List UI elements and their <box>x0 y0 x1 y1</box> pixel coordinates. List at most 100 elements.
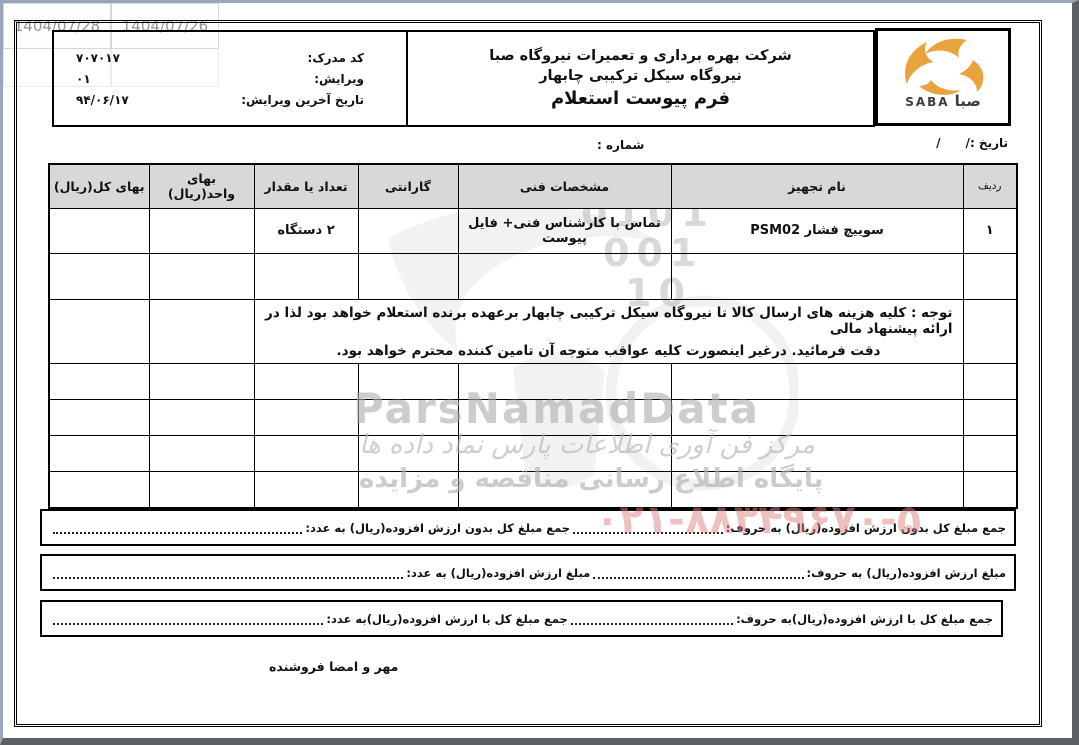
empty-cell <box>962 434 1018 472</box>
total-with-vat-digits-label: جمع مبلغ کل با ارزش افزوده(ریال)به عدد: <box>326 611 568 626</box>
col-header-unit-price: بهای واحد(ریال) <box>148 163 255 209</box>
document-control-block: کد مدرک: ۷۰۷۰۱۷ ویرایش: ۰۱ تاریخ آخرین و… <box>54 32 408 125</box>
empty-cell <box>48 470 150 509</box>
dotted-fill-line <box>53 531 303 534</box>
empty-cell <box>148 298 255 364</box>
dotted-fill-line <box>53 622 324 625</box>
form-title: فرم پیوست استعلام <box>550 88 731 109</box>
col-header-row-no: ردیف <box>962 163 1018 209</box>
empty-cell <box>253 252 359 300</box>
last-revision-label: تاریخ آخرین ویرایش: <box>241 92 364 107</box>
title-block: شرکت بهره برداری و تعمیرات نیروگاه صبا ن… <box>408 32 873 125</box>
col-header-total-price: بهای کل(ریال) <box>48 163 150 209</box>
table-row-empty <box>48 470 1018 509</box>
notice-cell: توجه : کلیه هزینه های ارسال کالا تا نیرو… <box>253 298 964 364</box>
col-header-warranty: گارانتی <box>357 163 459 209</box>
total-without-vat-digits-label: جمع مبلغ کل بدون ارزش افزوده(ریال) به عد… <box>305 520 571 535</box>
page-border-frame <box>14 20 1042 727</box>
empty-cell <box>962 252 1018 300</box>
doc-code-label: کد مدرک: <box>307 50 364 65</box>
last-revision-value: ۹۴/۰۶/۱۷ <box>76 92 129 107</box>
table-header-row: ردیف نام تجهیز مشخصات فنی گارانتی تعداد … <box>48 163 1018 209</box>
empty-cell <box>357 398 459 436</box>
empty-cell <box>48 252 150 300</box>
revision-label: ویرایش: <box>314 71 364 86</box>
empty-cell <box>48 398 150 436</box>
table-row-empty <box>48 252 1018 300</box>
empty-cell <box>357 252 459 300</box>
table-row-empty <box>48 434 1018 472</box>
vat-words-label: مبلغ ارزش افزوده(ریال) به حروف: <box>806 565 1006 580</box>
empty-cell <box>670 434 964 472</box>
empty-cell <box>253 434 359 472</box>
last-revision-row: تاریخ آخرین ویرایش: ۹۴/۰۶/۱۷ <box>68 93 392 107</box>
cell-quantity: ۲ دستگاه <box>253 207 359 254</box>
empty-cell <box>148 252 255 300</box>
dotted-fill-line <box>593 576 804 579</box>
dotted-fill-line <box>573 531 723 534</box>
empty-cell <box>457 398 672 436</box>
empty-cell <box>962 362 1018 400</box>
cell-equipment-name: سوییچ فشار PSM02 <box>670 207 964 254</box>
empty-cell <box>357 434 459 472</box>
doc-code-value: ۷۰۷۰۱۷ <box>76 50 120 65</box>
document-header: کد مدرک: ۷۰۷۰۱۷ ویرایش: ۰۱ تاریخ آخرین و… <box>52 30 875 127</box>
empty-cell <box>670 252 964 300</box>
table-row: ۱ سوییچ فشار PSM02 تماس با کارشناس فنی+ … <box>48 207 1018 254</box>
number-label: شماره : <box>597 138 645 152</box>
saba-logotype: صبا SABA <box>905 92 981 110</box>
empty-cell <box>253 470 359 509</box>
cell-unit-price <box>148 207 255 254</box>
empty-cell <box>357 362 459 400</box>
empty-cell <box>357 470 459 509</box>
saba-persian-wordmark: صبا <box>954 92 981 110</box>
col-header-equipment: نام تجهیز <box>670 163 964 209</box>
saba-logo-box: صبا SABA <box>875 28 1011 126</box>
plant-title: نیروگاه سیکل ترکیبی چابهار <box>539 68 742 84</box>
empty-cell <box>48 362 150 400</box>
empty-cell <box>457 362 672 400</box>
empty-cell <box>148 470 255 509</box>
revision-value: ۰۱ <box>76 71 91 86</box>
empty-cell <box>962 470 1018 509</box>
cell-technical-specs: تماس با کارشناس فنی+ فایل پیوست <box>457 207 672 254</box>
col-header-specs: مشخصات فنی <box>457 163 672 209</box>
dotted-fill-line <box>570 622 734 625</box>
total-without-vat-words-label: جمع مبلغ کل بدون ارزش افزوده(ریال) به حر… <box>725 520 1006 535</box>
date-line: تاریخ :/ / <box>936 136 1008 150</box>
empty-cell <box>48 434 150 472</box>
notice-line-2: دقت فرمائید. درغیر اینصورت کلیه عواقب مت… <box>336 343 881 359</box>
doc-code-row: کد مدرک: ۷۰۷۰۱۷ <box>68 51 392 65</box>
seller-stamp-signature-label: مهر و امضا فروشنده <box>269 659 399 674</box>
revision-row: ویرایش: ۰۱ <box>68 72 392 86</box>
cell-warranty <box>357 207 459 254</box>
total-with-vat-row: جمع مبلغ کل با ارزش افزوده(ریال)به حروف:… <box>40 600 1003 637</box>
company-title: شرکت بهره برداری و تعمیرات نیروگاه صبا <box>489 48 792 64</box>
vat-digits-label: مبلغ ارزش افزوده(ریال) به عدد: <box>406 565 591 580</box>
empty-cell <box>253 362 359 400</box>
empty-cell <box>457 252 672 300</box>
empty-cell <box>962 398 1018 436</box>
empty-cell <box>48 298 150 364</box>
total-with-vat-words-label: جمع مبلغ کل با ارزش افزوده(ریال)به حروف: <box>736 611 993 626</box>
empty-cell <box>457 434 672 472</box>
date-label: تاریخ : <box>969 136 1008 150</box>
empty-cell <box>670 470 964 509</box>
cell-total-price <box>48 207 150 254</box>
empty-cell <box>962 298 1018 364</box>
notice-row: توجه : کلیه هزینه های ارسال کالا تا نیرو… <box>48 298 1018 364</box>
empty-cell <box>670 398 964 436</box>
date-slashes: / / <box>936 136 970 150</box>
total-without-vat-row: جمع مبلغ کل بدون ارزش افزوده(ریال) به حر… <box>40 509 1016 546</box>
saba-swirl-icon <box>905 38 984 95</box>
cell-row-no: ۱ <box>962 207 1018 254</box>
col-header-quantity: تعداد یا مقدار <box>253 163 359 209</box>
items-table: ردیف نام تجهیز مشخصات فنی گارانتی تعداد … <box>48 163 1018 509</box>
empty-cell <box>253 398 359 436</box>
vat-amount-row: مبلغ ارزش افزوده(ریال) به حروف: مبلغ ارز… <box>40 554 1016 591</box>
empty-cell <box>148 398 255 436</box>
table-row-empty <box>48 362 1018 400</box>
empty-cell <box>148 362 255 400</box>
empty-cell <box>148 434 255 472</box>
